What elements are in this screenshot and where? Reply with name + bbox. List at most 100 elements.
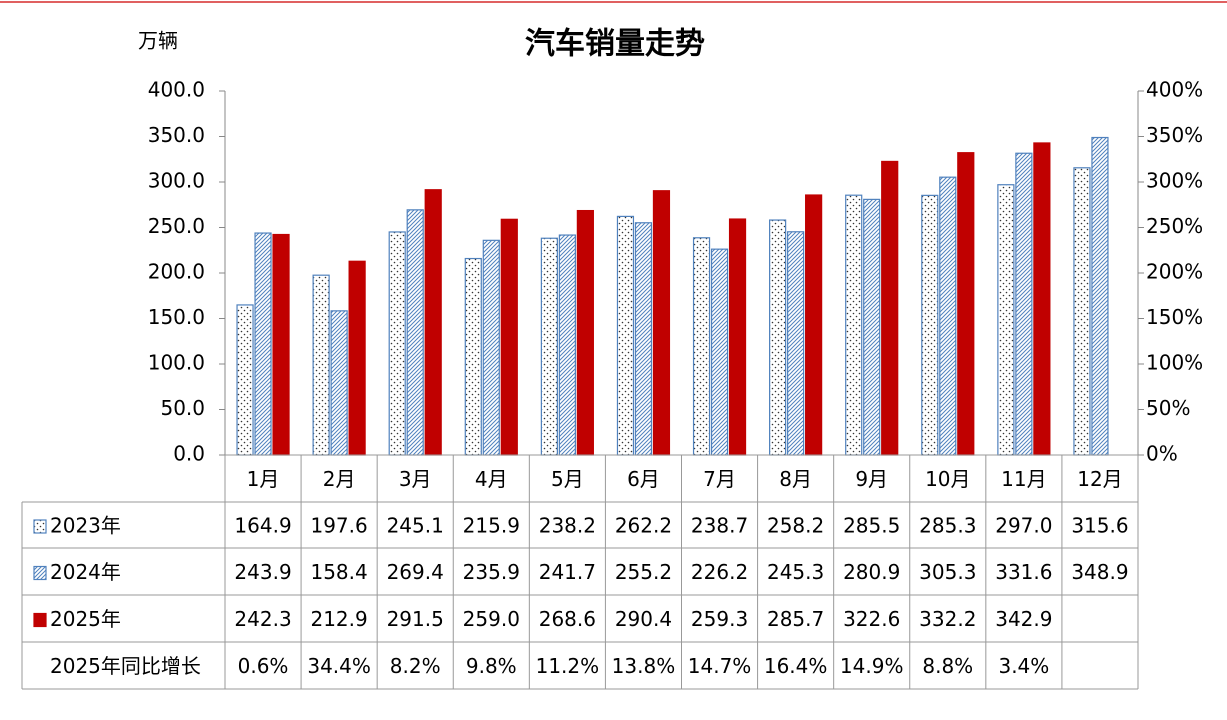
x-tick-label: 12月 <box>1077 467 1122 491</box>
table-value: 245.1 <box>387 514 444 538</box>
bar <box>805 194 823 456</box>
bar <box>710 248 729 456</box>
y2-tick-label: 200% <box>1146 260 1203 284</box>
growth-value: 0.6% <box>238 654 289 678</box>
y-tick-label: 250.0 <box>148 214 205 238</box>
bar <box>1091 136 1109 456</box>
table-value: 255.2 <box>615 560 672 584</box>
y-tick-label: 0.0 <box>173 442 205 466</box>
table-value: 322.6 <box>843 607 900 631</box>
table-value: 212.9 <box>310 607 367 631</box>
table-value: 297.0 <box>995 514 1052 538</box>
table-value: 259.3 <box>691 607 748 631</box>
bar <box>1033 142 1051 456</box>
bar <box>312 274 330 456</box>
y2-tick-label: 400% <box>1146 78 1203 102</box>
y-tick-label: 150.0 <box>148 305 205 329</box>
legend-label: 2023年 <box>50 514 121 538</box>
bar <box>652 190 671 456</box>
table-value: 243.9 <box>234 560 291 584</box>
bar <box>482 239 500 456</box>
table-value: 241.7 <box>539 560 596 584</box>
bar <box>576 209 594 456</box>
table-value: 226.2 <box>691 560 748 584</box>
growth-value: 9.8% <box>466 654 517 678</box>
table-value: 305.3 <box>919 560 976 584</box>
bar <box>1073 167 1091 456</box>
bar <box>330 310 348 456</box>
x-tick-label: 5月 <box>551 467 584 491</box>
bar <box>845 194 863 456</box>
x-tick-label: 3月 <box>399 467 432 491</box>
table-value: 215.9 <box>463 514 520 538</box>
table-value: 259.0 <box>463 607 520 631</box>
y-axis-label: 万辆 <box>138 29 178 53</box>
bar <box>787 231 805 456</box>
bar <box>769 219 787 456</box>
bar <box>540 237 558 456</box>
table-value: 348.9 <box>1071 560 1128 584</box>
growth-value: 16.4% <box>764 654 828 678</box>
x-tick-label: 10月 <box>925 467 970 491</box>
table-value: 290.4 <box>615 607 672 631</box>
table-value: 291.5 <box>387 607 444 631</box>
bar <box>692 237 711 456</box>
table-value: 238.7 <box>691 514 748 538</box>
legend-swatch <box>33 612 47 628</box>
table-value: 245.3 <box>767 560 824 584</box>
bar <box>1015 152 1033 456</box>
y-tick-label: 50.0 <box>160 396 205 420</box>
y-tick-label: 350.0 <box>148 123 205 147</box>
bar <box>728 218 747 456</box>
table-value: 238.2 <box>539 514 596 538</box>
y2-tick-label: 250% <box>1146 214 1203 238</box>
bar <box>863 198 881 456</box>
growth-value: 3.4% <box>998 654 1049 678</box>
table-value: 331.6 <box>995 560 1052 584</box>
bar <box>881 160 899 456</box>
table-value: 158.4 <box>310 560 367 584</box>
x-tick-label: 7月 <box>703 467 736 491</box>
bar <box>634 222 653 456</box>
y2-tick-label: 350% <box>1146 123 1203 147</box>
legend-label: 2024年 <box>50 560 121 584</box>
growth-label: 2025年同比增长 <box>50 654 201 678</box>
bar <box>616 215 635 456</box>
table-value: 342.9 <box>995 607 1052 631</box>
bar <box>464 257 482 456</box>
x-tick-label: 9月 <box>855 467 888 491</box>
bar <box>254 232 272 456</box>
y-tick-label: 200.0 <box>148 260 205 284</box>
bar <box>406 209 424 456</box>
table-value: 285.3 <box>919 514 976 538</box>
bar <box>424 189 442 456</box>
y2-tick-label: 300% <box>1146 169 1203 193</box>
x-tick-label: 8月 <box>779 467 812 491</box>
growth-value: 11.2% <box>536 654 600 678</box>
x-tick-label: 2月 <box>323 467 356 491</box>
chart-title: 汽车销量走势 <box>525 27 705 62</box>
bar <box>957 152 975 456</box>
bar <box>939 176 957 456</box>
growth-value: 14.7% <box>688 654 752 678</box>
x-tick-label: 6月 <box>627 467 660 491</box>
growth-value: 34.4% <box>307 654 371 678</box>
table-value: 258.2 <box>767 514 824 538</box>
table-value: 285.7 <box>767 607 824 631</box>
table-value: 269.4 <box>387 560 444 584</box>
growth-value: 8.8% <box>922 654 973 678</box>
y2-tick-label: 0% <box>1146 442 1178 466</box>
bar <box>921 194 939 456</box>
table-value: 268.6 <box>539 607 596 631</box>
table-value: 262.2 <box>615 514 672 538</box>
growth-value: 8.2% <box>390 654 441 678</box>
y-tick-label: 300.0 <box>148 169 205 193</box>
y-tick-label: 400.0 <box>148 78 205 102</box>
y-tick-label: 100.0 <box>148 351 205 375</box>
table-value: 285.5 <box>843 514 900 538</box>
bar <box>272 233 290 456</box>
bar <box>558 234 576 456</box>
bar <box>388 231 406 456</box>
bar <box>348 260 366 456</box>
